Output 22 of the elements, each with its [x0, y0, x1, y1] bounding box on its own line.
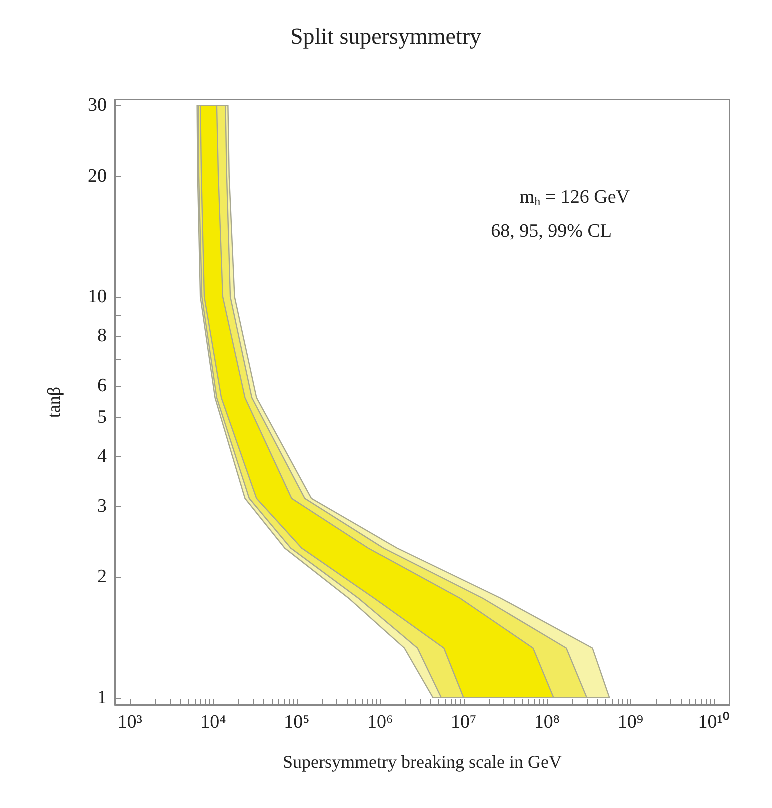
y-tick-label: 8	[98, 325, 107, 346]
x-tick-label: 10⁵	[284, 712, 310, 733]
y-tick-label: 1	[98, 687, 107, 708]
y-tick-label: 20	[88, 166, 107, 187]
y-tick-label: 3	[98, 496, 107, 518]
x-tick-label: 10³	[118, 712, 143, 733]
y-tick-label: 10	[88, 286, 107, 308]
y-tick-label: 6	[98, 375, 107, 396]
x-tick-label: 10⁷	[450, 712, 477, 733]
annotation: 68, 95, 99% CL	[491, 221, 612, 242]
chart-title: Split supersymmetry	[290, 24, 482, 49]
y-tick-label: 4	[98, 446, 108, 468]
y-tick-label: 5	[98, 407, 107, 428]
x-tick-label: 10⁹	[618, 712, 644, 733]
x-tick-label: 10⁶	[368, 712, 394, 733]
y-tick-label: 30	[88, 95, 107, 116]
y-tick-label: 2	[98, 566, 107, 588]
x-tick-label: 10⁸	[534, 712, 560, 733]
x-axis-title: Supersymmetry breaking scale in GeV	[283, 752, 562, 772]
x-tick-label: 10⁴	[200, 712, 227, 733]
y-axis-title: tanβ	[44, 386, 64, 418]
x-tick-label: 10¹⁰	[698, 711, 730, 733]
